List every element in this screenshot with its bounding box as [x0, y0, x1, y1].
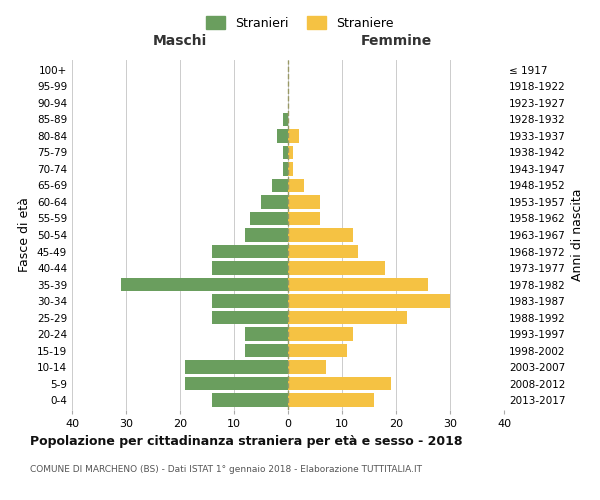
- Bar: [288, 262, 385, 274]
- Bar: [277, 130, 288, 142]
- Bar: [288, 212, 320, 225]
- Bar: [288, 394, 374, 406]
- Y-axis label: Fasce di età: Fasce di età: [19, 198, 31, 272]
- Bar: [288, 328, 353, 340]
- Bar: [212, 311, 288, 324]
- Bar: [121, 278, 288, 291]
- Bar: [288, 228, 353, 241]
- Bar: [250, 212, 288, 225]
- Bar: [288, 278, 428, 291]
- Text: Popolazione per cittadinanza straniera per età e sesso - 2018: Popolazione per cittadinanza straniera p…: [30, 435, 463, 448]
- Bar: [288, 311, 407, 324]
- Bar: [261, 196, 288, 208]
- Bar: [288, 377, 391, 390]
- Bar: [212, 245, 288, 258]
- Bar: [245, 328, 288, 340]
- Bar: [288, 162, 293, 175]
- Bar: [212, 262, 288, 274]
- Bar: [288, 196, 320, 208]
- Bar: [212, 394, 288, 406]
- Bar: [283, 146, 288, 159]
- Bar: [185, 377, 288, 390]
- Bar: [288, 146, 293, 159]
- Bar: [288, 130, 299, 142]
- Bar: [283, 113, 288, 126]
- Bar: [283, 162, 288, 175]
- Bar: [272, 179, 288, 192]
- Bar: [288, 344, 347, 357]
- Bar: [288, 179, 304, 192]
- Bar: [185, 360, 288, 374]
- Text: Maschi: Maschi: [153, 34, 207, 48]
- Bar: [245, 344, 288, 357]
- Text: Femmine: Femmine: [361, 34, 431, 48]
- Bar: [288, 360, 326, 374]
- Bar: [212, 294, 288, 308]
- Bar: [288, 294, 450, 308]
- Legend: Stranieri, Straniere: Stranieri, Straniere: [202, 11, 398, 35]
- Text: COMUNE DI MARCHENO (BS) - Dati ISTAT 1° gennaio 2018 - Elaborazione TUTTITALIA.I: COMUNE DI MARCHENO (BS) - Dati ISTAT 1° …: [30, 465, 422, 474]
- Y-axis label: Anni di nascita: Anni di nascita: [571, 188, 584, 281]
- Bar: [245, 228, 288, 241]
- Bar: [288, 245, 358, 258]
